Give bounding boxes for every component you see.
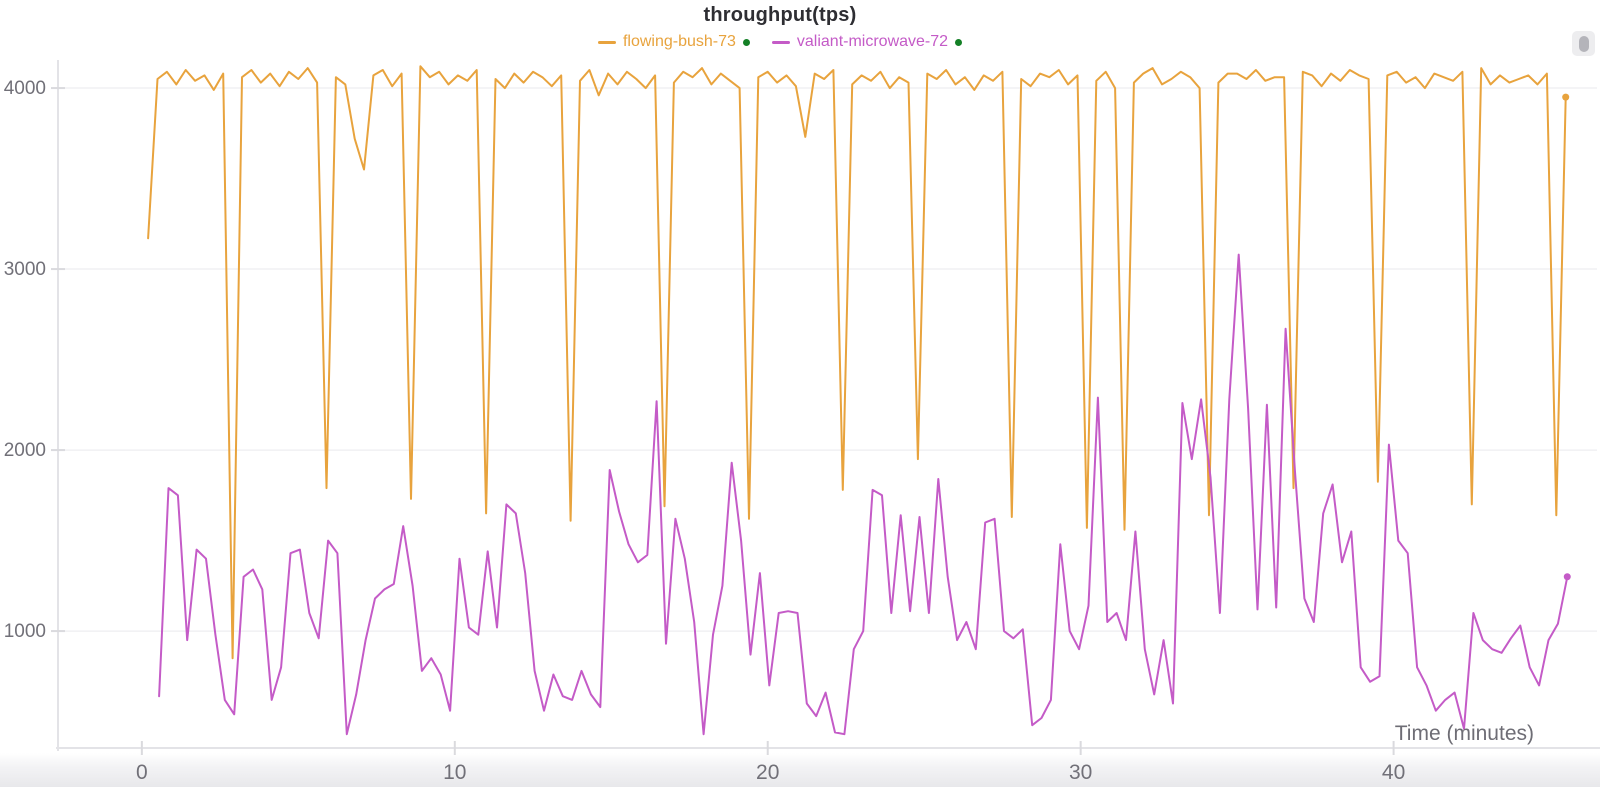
drag-handle-icon — [1578, 35, 1589, 52]
panel-drag-handle-button[interactable] — [1572, 31, 1595, 56]
y-tick-label: 2000 — [4, 440, 46, 461]
y-tick-label: 4000 — [4, 78, 46, 99]
chart-title: throughput(tps) — [703, 4, 857, 26]
x-tick-label: 0 — [136, 761, 148, 784]
run-name-label[interactable]: valiant-microwave-72 — [796, 33, 949, 50]
x-axis-ticks: 0 10 20 30 40 — [136, 741, 1405, 784]
chart-legend: flowing-bush-73 valiant-microwave-72 — [0, 33, 1560, 51]
run-name-label[interactable]: flowing-bush-73 — [622, 33, 736, 50]
series-color-dash — [597, 40, 616, 44]
page-bottom-gradient — [0, 753, 1600, 787]
legend-item-run-0[interactable]: flowing-bush-73 — [597, 33, 750, 51]
gridlines — [58, 87, 1597, 632]
x-tick-label: 40 — [1382, 761, 1405, 784]
series-line — [158, 253, 1569, 736]
y-tick-label: 3000 — [4, 259, 46, 280]
run-status-dot — [742, 38, 750, 46]
x-tick-label: 20 — [756, 761, 779, 784]
axes — [56, 60, 1600, 751]
run-status-dot — [955, 38, 963, 46]
y-tick-label: 1000 — [4, 621, 46, 642]
legend-item-run-1[interactable]: valiant-microwave-72 — [771, 33, 963, 51]
x-axis-label: Time (minutes) — [1394, 722, 1534, 745]
x-tick-label: 30 — [1069, 761, 1092, 784]
x-tick-label: 10 — [443, 761, 466, 784]
series-color-dash — [771, 40, 790, 44]
series-flowing-bush-73 — [147, 65, 1570, 660]
chart-header: throughput(tps) — [0, 4, 1560, 27]
series-end-marker — [1563, 573, 1571, 581]
y-axis-ticks: 1000 2000 3000 4000 — [4, 78, 65, 642]
series-line — [147, 65, 1567, 660]
series-end-marker — [1562, 93, 1570, 101]
series-valiant-microwave-72 — [158, 253, 1571, 736]
